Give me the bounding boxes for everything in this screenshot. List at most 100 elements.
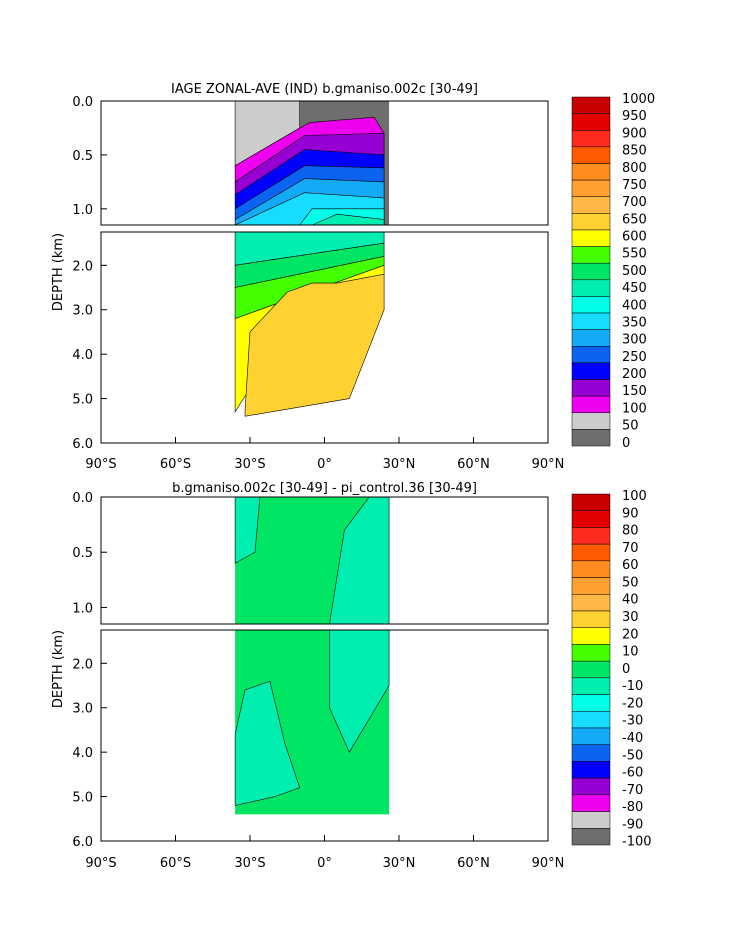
y-tick-label: 6.0 — [72, 835, 93, 850]
colorbar-label: 50 — [622, 575, 639, 590]
colorbar-label: -50 — [622, 748, 643, 763]
colorbar-label: -90 — [622, 817, 643, 832]
plot-lower-section — [234, 629, 390, 815]
colorbar-label: 650 — [622, 212, 647, 227]
colorbar-swatch — [571, 644, 611, 662]
colorbar-swatch — [571, 262, 611, 281]
colorbar-label: -70 — [622, 783, 643, 798]
y-tick-label: 4.0 — [72, 746, 93, 761]
plot-upper-section — [234, 100, 390, 226]
colorbar-label: 150 — [622, 384, 647, 399]
colorbar-label: 1000 — [622, 92, 655, 107]
y-tick-label: 5.0 — [72, 393, 93, 408]
y-tick-label: 3.0 — [72, 702, 93, 717]
colorbar-swatch — [571, 96, 611, 114]
y-tick-label: 6.0 — [72, 437, 93, 452]
colorbar-swatch — [571, 412, 611, 430]
colorbar-label: 50 — [622, 419, 639, 434]
colorbar-swatch — [571, 577, 611, 595]
colorbar-swatch — [571, 677, 611, 695]
colorbar-label: 400 — [622, 298, 647, 313]
colorbar-label: 90 — [622, 506, 639, 521]
x-tick-label: 30°S — [234, 457, 265, 472]
colorbar-swatch — [571, 379, 611, 397]
colorbar-label: 750 — [622, 178, 647, 193]
x-tick-label: 90°S — [85, 856, 116, 871]
y-tick-label: 1.0 — [72, 203, 93, 218]
colorbar-swatch — [571, 246, 611, 264]
y-tick-label: 2.0 — [72, 657, 93, 672]
colorbar: 1000950900850800750700650600550500450400… — [571, 92, 655, 451]
contour-band — [244, 273, 385, 417]
colorbar-swatch — [571, 129, 611, 148]
x-tick-label: 60°N — [457, 457, 490, 472]
colorbar-label: -40 — [622, 731, 643, 746]
x-tick-label: 90°N — [532, 457, 565, 472]
colorbar-swatch — [571, 660, 611, 679]
x-tick-label: 90°N — [532, 856, 565, 871]
colorbar-label: 900 — [622, 126, 647, 141]
colorbar-swatch — [571, 329, 611, 347]
y-axis-label: DEPTH (km) — [51, 233, 66, 311]
colorbar-label: 500 — [622, 264, 647, 279]
colorbar-swatch — [571, 761, 611, 779]
colorbar-swatch — [571, 146, 611, 164]
colorbar-swatch — [571, 694, 611, 712]
colorbar-swatch — [571, 395, 611, 414]
x-tick-label: 30°N — [383, 457, 416, 472]
plot-frame-upper — [100, 496, 549, 625]
colorbar-label: 600 — [622, 230, 647, 245]
colorbar-swatch — [571, 113, 611, 131]
colorbar-label: 200 — [622, 367, 647, 382]
chart-panel-1: IAGE ZONAL-AVE (IND) b.gmaniso.002c [30-… — [51, 82, 655, 472]
colorbar-swatch — [571, 229, 611, 247]
colorbar-label: 20 — [622, 627, 639, 642]
x-tick-label: 90°S — [85, 457, 116, 472]
colorbar-label: -60 — [622, 766, 643, 781]
colorbar-label: 10 — [622, 645, 639, 660]
colorbar-swatch — [571, 543, 611, 562]
colorbar-label: 0 — [622, 662, 630, 677]
y-tick-label: 0.5 — [72, 546, 93, 561]
plot-frame-upper — [100, 100, 549, 226]
colorbar-label: 100 — [622, 401, 647, 416]
colorbar-swatch — [571, 777, 611, 796]
colorbar-label: 250 — [622, 350, 647, 365]
colorbar-swatch — [571, 560, 611, 578]
y-tick-label: 0.5 — [72, 149, 93, 164]
colorbar-label: -30 — [622, 714, 643, 729]
colorbar-label: -20 — [622, 696, 643, 711]
x-tick-label: 60°N — [457, 856, 490, 871]
chart-panel-2: b.gmaniso.002c [30-49] - pi_control.36 [… — [51, 481, 652, 871]
colorbar-label: 0 — [622, 436, 630, 451]
colorbar-swatch — [571, 213, 611, 231]
x-tick-label: 0° — [317, 457, 332, 472]
colorbar-swatch — [571, 527, 611, 545]
contour-band — [234, 680, 301, 806]
x-tick-label: 60°S — [160, 457, 191, 472]
colorbar-swatch — [571, 362, 611, 380]
y-axis-label: DEPTH (km) — [51, 630, 66, 708]
colorbar-swatch — [571, 594, 611, 612]
y-tick-label: 0.0 — [72, 491, 93, 506]
colorbar-label: -10 — [622, 679, 643, 694]
y-tick-label: 4.0 — [72, 348, 93, 363]
colorbar: 1009080706050403020100-10-20-30-40-50-60… — [571, 489, 652, 850]
colorbar-label: 950 — [622, 109, 647, 124]
plot-upper-section — [234, 496, 390, 625]
chart-title: IAGE ZONAL-AVE (IND) b.gmaniso.002c [30-… — [171, 82, 478, 97]
colorbar-label: 550 — [622, 247, 647, 262]
x-tick-label: 30°N — [383, 856, 416, 871]
colorbar-swatch — [571, 828, 611, 846]
colorbar-label: 800 — [622, 161, 647, 176]
chart-title: b.gmaniso.002c [30-49] - pi_control.36 [… — [172, 481, 477, 496]
colorbar-label: -100 — [622, 835, 652, 850]
colorbar-label: 70 — [622, 541, 639, 556]
y-tick-label: 0.0 — [72, 95, 93, 110]
plot-lower-section — [234, 231, 385, 417]
colorbar-label: 100 — [622, 489, 647, 504]
colorbar-swatch — [571, 296, 611, 314]
colorbar-swatch — [571, 711, 611, 729]
y-tick-label: 2.0 — [72, 259, 93, 274]
